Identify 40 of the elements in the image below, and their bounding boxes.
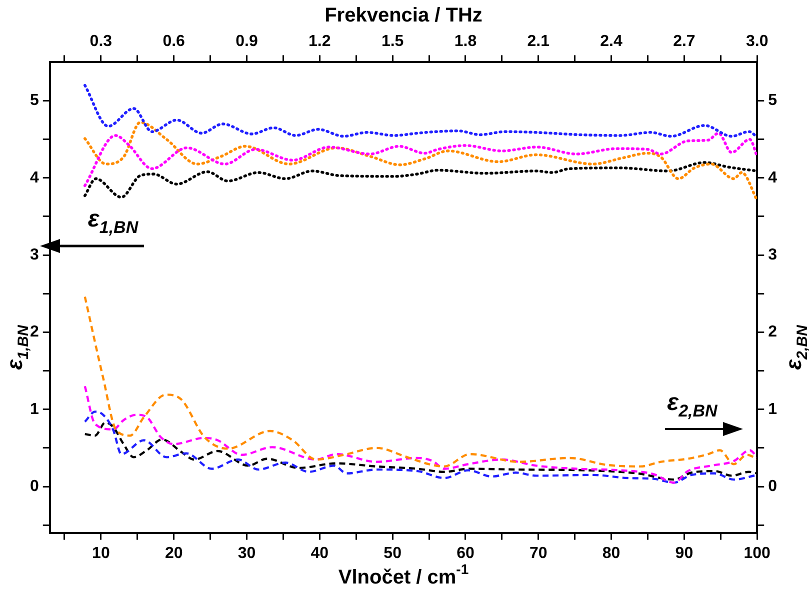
y2-tick-label: 0 [768, 478, 778, 495]
x2-tick-label: 0.9 [236, 33, 258, 50]
x2-tick-label: 3.0 [746, 33, 768, 50]
x-tick-label: 60 [456, 544, 474, 562]
y2-tick-label: 3 [768, 246, 778, 264]
line-series [83, 120, 758, 202]
y2-tick-label: 1 [768, 400, 778, 418]
y-tick-label: 0 [30, 478, 39, 495]
y2-axis-title: ε2,BN [781, 324, 809, 370]
y-tick-label: 4 [30, 169, 39, 186]
x-tick-label: 50 [384, 544, 402, 562]
line-series [83, 84, 758, 138]
line-series [84, 385, 758, 484]
x2-tick-label: 1.8 [454, 33, 477, 50]
x2-axis-title: Frekvencia / THz [324, 4, 482, 27]
y2-tick-label: 5 [768, 92, 778, 110]
x2-tick-label: 0.6 [162, 33, 186, 50]
line-series [83, 132, 758, 188]
x-tick-label: 100 [744, 544, 771, 562]
x2-tick-label: 2.1 [527, 33, 550, 50]
y-axis-title: ε1,BN [2, 324, 32, 370]
x2-tick-label: 0.3 [90, 33, 112, 50]
x2-tick-label: 1.2 [308, 33, 331, 50]
line-series [84, 296, 758, 468]
x2-tick-label: 1.5 [381, 33, 404, 50]
x-tick-label: 70 [529, 544, 548, 562]
x-tick-label: 30 [238, 544, 256, 562]
y2-tick-label: 2 [768, 324, 778, 341]
y-tick-label: 5 [30, 92, 39, 110]
y-tick-label: 3 [30, 246, 39, 264]
y2-tick-label: 4 [768, 169, 778, 186]
y-tick-label: 1 [30, 400, 39, 418]
x2-tick-label: 2.4 [600, 33, 623, 50]
x2-tick-label: 2.7 [673, 33, 696, 50]
x-tick-label: 80 [602, 544, 620, 562]
x-tick-label: 20 [164, 544, 183, 562]
y-tick-label: 2 [30, 324, 39, 341]
x-tick-label: 40 [310, 544, 329, 562]
x-tick-label: 10 [92, 544, 110, 562]
x-tick-label: 90 [675, 544, 694, 562]
